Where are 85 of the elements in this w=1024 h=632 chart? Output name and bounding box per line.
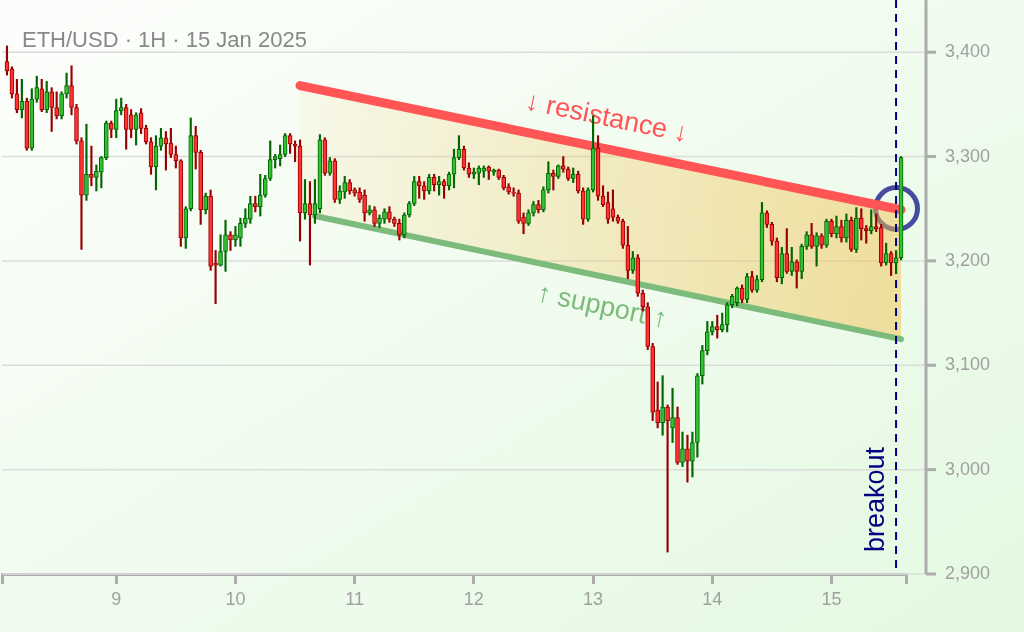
candlestick [397, 218, 402, 241]
candlestick [233, 226, 238, 247]
candlestick [839, 219, 844, 243]
candlestick [367, 205, 372, 216]
candlestick [824, 218, 829, 248]
text: ↓ resistance ↓ [523, 85, 691, 149]
candlestick [814, 232, 819, 267]
candlestick [64, 72, 69, 99]
candlestick [834, 215, 839, 239]
candlestick [660, 375, 665, 436]
candlestick [854, 207, 859, 253]
candlestick [511, 187, 516, 197]
candlestick [392, 216, 397, 227]
y-tick-label: 3,000 [945, 458, 991, 479]
candlestick [377, 214, 382, 228]
x-tick-label: 15 [821, 588, 842, 609]
candlestick [804, 231, 809, 250]
candlestick [387, 206, 392, 223]
candlestick [223, 219, 228, 272]
candlestick [690, 431, 695, 478]
candlestick [94, 164, 99, 192]
candlestick [69, 65, 74, 116]
y-tick-label: 3,100 [945, 354, 991, 375]
candlestick [665, 404, 670, 553]
candlestick [382, 208, 387, 224]
candlestick [362, 189, 367, 222]
x-tick-label: 10 [225, 588, 246, 609]
candlestick [501, 175, 506, 191]
candlestick [700, 345, 705, 385]
x-tick-label: 13 [583, 588, 604, 609]
candlestick [551, 169, 556, 191]
candlestick [54, 91, 59, 120]
candlestick [546, 161, 551, 194]
candlestick [402, 212, 407, 239]
y-tick-label: 2,900 [945, 562, 991, 583]
candlestick [849, 216, 854, 252]
y-tick-label: 3,300 [945, 145, 991, 166]
candlestick [208, 189, 213, 271]
candlestick [347, 179, 353, 195]
x-tick-label: 11 [345, 588, 364, 609]
y-tick-label: 3,200 [945, 249, 991, 270]
candlestick [228, 231, 233, 251]
candlestick [819, 233, 824, 249]
candlestick [521, 212, 526, 235]
candlestick [243, 208, 248, 228]
candlestick [59, 91, 64, 120]
candlestick [372, 206, 377, 227]
candlestick [844, 213, 849, 243]
ref-line-label: breakout [860, 446, 891, 552]
candlestick [516, 189, 521, 224]
candlestick [79, 137, 84, 250]
candlestick [84, 123, 89, 201]
x-tick-label: 14 [702, 588, 723, 609]
candlestick [252, 195, 258, 213]
candlestick [238, 217, 243, 247]
candlestick [680, 431, 685, 467]
candlestick [809, 223, 814, 249]
candlestick [536, 200, 541, 214]
candlestick [99, 156, 104, 189]
candlestick [248, 195, 253, 224]
candlestick [555, 164, 561, 179]
candlestick [650, 343, 656, 421]
candlestick [531, 201, 536, 217]
candlestick [541, 186, 546, 213]
y-tick-label: 3,400 [945, 41, 991, 62]
candlestick [799, 243, 805, 279]
candlestick [675, 406, 680, 465]
candlestick [89, 145, 94, 187]
candlestick [357, 187, 362, 203]
text: ↑ support ↑ [534, 277, 670, 334]
candlestick [704, 321, 710, 356]
candlestick [829, 218, 834, 238]
candlestick [74, 104, 79, 145]
candlestick [685, 434, 690, 483]
candlestick [695, 373, 700, 458]
candlestick [198, 149, 204, 225]
candlestick [218, 234, 223, 267]
candlestick [103, 120, 109, 161]
candlestick [670, 387, 675, 443]
candlestick [203, 192, 208, 215]
text: ETH/USD · 1H · 15 Jan 2025 [22, 27, 307, 53]
x-tick-label: 9 [111, 588, 122, 609]
x-tick-label: 12 [463, 588, 484, 609]
candlestick [526, 209, 531, 226]
candlestick [49, 87, 54, 132]
